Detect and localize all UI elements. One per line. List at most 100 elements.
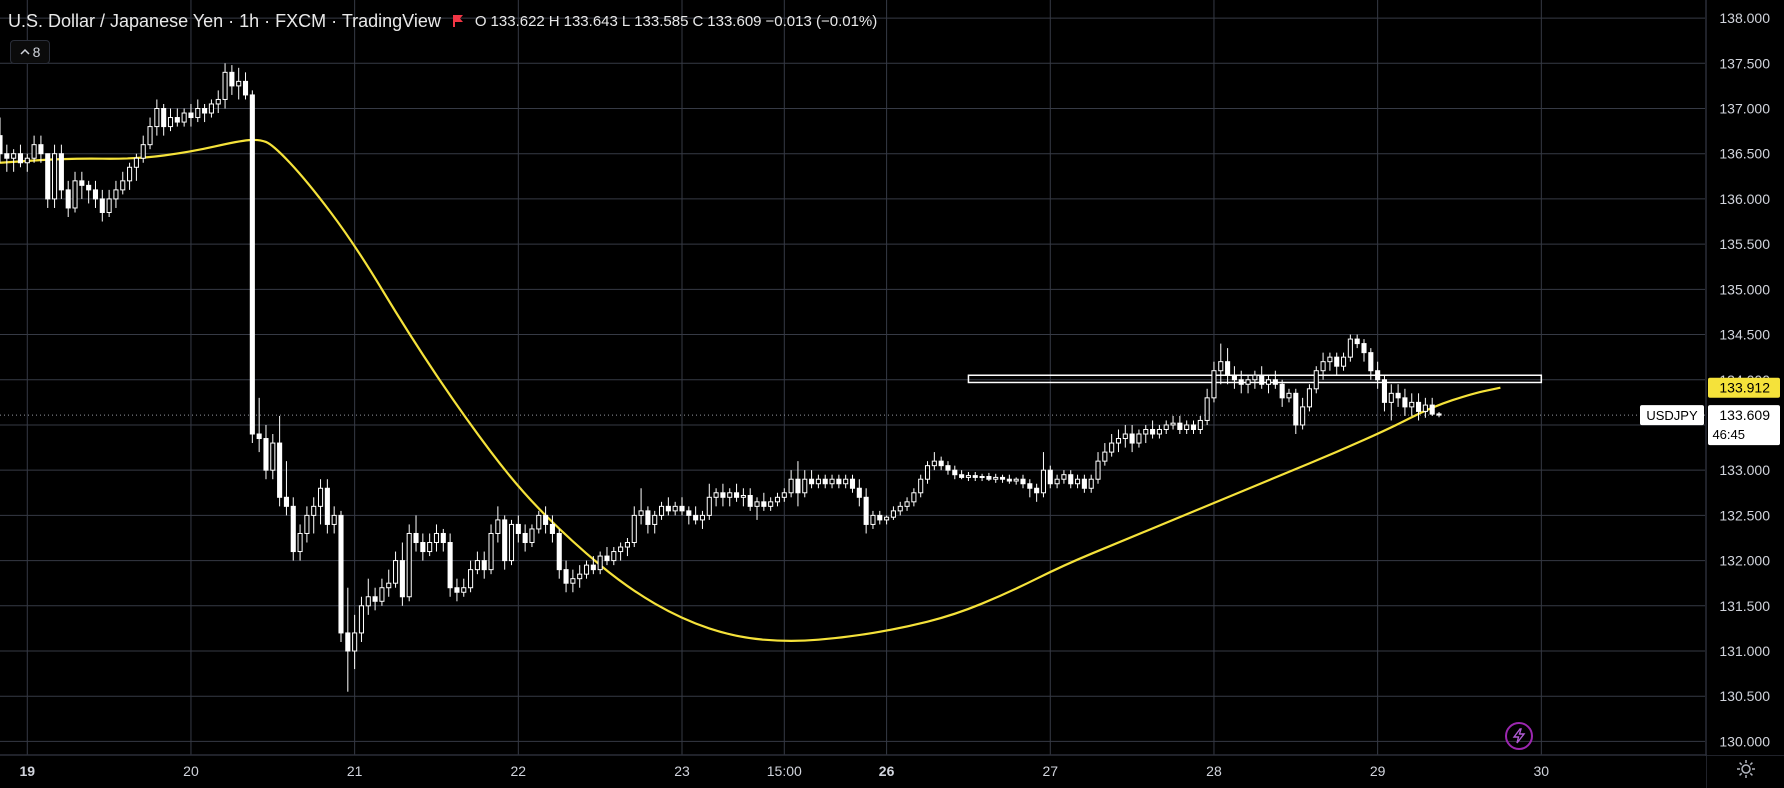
candle-body — [420, 542, 426, 553]
candle-body — [802, 478, 808, 494]
candle-body — [720, 492, 726, 498]
candle-body — [1136, 433, 1142, 444]
candle — [317, 479, 324, 525]
price-axis-background — [1707, 0, 1784, 755]
candle-body — [386, 582, 392, 589]
candle-body — [249, 94, 255, 435]
candle — [611, 547, 617, 566]
candle-body — [331, 514, 337, 525]
candle-body — [556, 532, 562, 571]
candle-body — [447, 542, 453, 589]
ohlc-values: O 133.622 H 133.643 L 133.585 C 133.609 −0.0… — [475, 13, 877, 30]
candle — [768, 497, 774, 511]
candle — [515, 515, 521, 543]
candle-body — [768, 501, 774, 507]
candle — [1150, 420, 1156, 439]
candle-body — [290, 505, 296, 553]
candle-body — [256, 433, 262, 440]
price-tick-label: 132.500 — [1719, 507, 1770, 523]
candle-body — [345, 632, 351, 652]
candle — [345, 587, 351, 692]
close-value: 133.609 — [707, 12, 762, 30]
candle-body — [1102, 451, 1108, 462]
candle-body — [1340, 356, 1347, 367]
symbol-title[interactable]: U.S. Dollar / Japanese Yen · 1h · FXCM ·… — [8, 10, 441, 31]
candle — [1245, 375, 1251, 394]
candle — [297, 524, 303, 561]
price-tick-label: 130.000 — [1719, 733, 1770, 749]
indicators-toggle-button[interactable]: 8 — [10, 40, 50, 64]
time-tick-label: 22 — [511, 763, 527, 779]
gear-icon — [1737, 760, 1755, 778]
high-value: 133.643 — [563, 12, 618, 30]
candle — [1395, 384, 1401, 407]
candle — [24, 153, 30, 172]
candle — [1143, 424, 1149, 444]
gear-button[interactable] — [1733, 756, 1759, 782]
candle-body — [829, 478, 835, 485]
candle-body — [317, 487, 324, 507]
candle-body — [454, 587, 460, 593]
candle-body — [638, 510, 644, 516]
candle — [624, 537, 630, 557]
candle — [536, 510, 542, 534]
candle-body — [1252, 374, 1258, 381]
candle-body — [1088, 478, 1094, 489]
candle-body — [570, 578, 576, 584]
candle — [481, 551, 487, 579]
candle-body — [1204, 397, 1210, 421]
candle-body — [965, 475, 971, 478]
price-tick-label: 135.500 — [1719, 236, 1770, 252]
candle-body — [324, 487, 330, 525]
candle — [1068, 470, 1074, 489]
flag-icon[interactable] — [451, 14, 465, 28]
candle — [393, 551, 399, 588]
candle — [461, 578, 467, 597]
candle-body — [1238, 379, 1244, 385]
candle — [92, 180, 99, 208]
candle — [249, 90, 255, 444]
candle — [1027, 479, 1033, 498]
candle-body — [508, 523, 515, 562]
candle — [1115, 429, 1122, 453]
candle-body — [1368, 352, 1374, 372]
candle — [0, 117, 3, 163]
time-tick-label: 20 — [183, 763, 199, 779]
candle — [884, 515, 890, 525]
candle — [774, 492, 781, 507]
candle — [474, 551, 480, 575]
candle — [686, 506, 692, 525]
candle — [993, 473, 999, 483]
candle-body — [706, 496, 712, 516]
candle-body — [17, 153, 24, 164]
candle-body — [1122, 433, 1128, 440]
candle-body — [154, 108, 160, 128]
candle-body — [1150, 428, 1156, 435]
candle-body — [113, 189, 119, 200]
candle — [822, 474, 828, 489]
candle-body — [1054, 478, 1060, 485]
candle-body — [502, 519, 508, 562]
candle — [52, 144, 58, 208]
candle — [1054, 474, 1060, 489]
candle — [1429, 397, 1435, 416]
candle — [502, 515, 508, 570]
candle — [1422, 397, 1428, 418]
candle — [1409, 393, 1415, 416]
candle — [202, 103, 208, 123]
lightning-button[interactable] — [1505, 722, 1533, 750]
candle — [986, 472, 992, 482]
candle — [890, 506, 896, 520]
candle-body — [563, 569, 569, 584]
candle — [113, 180, 119, 208]
price-tick-label: 132.000 — [1719, 553, 1770, 569]
candle-body — [1218, 361, 1224, 372]
candle — [856, 479, 862, 507]
candle — [795, 461, 801, 507]
candle-body — [1109, 442, 1115, 453]
candle — [924, 461, 931, 484]
candle — [365, 578, 371, 615]
candle — [590, 556, 596, 575]
